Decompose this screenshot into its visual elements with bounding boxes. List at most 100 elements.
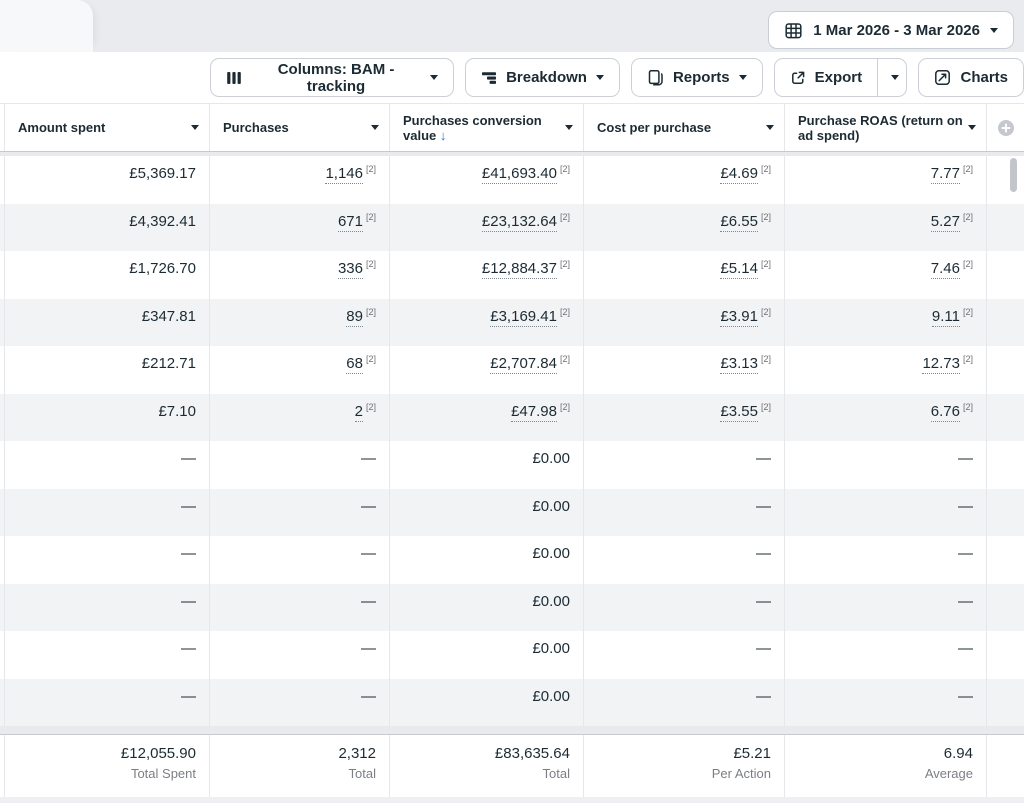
metric-value: £7.10 xyxy=(158,402,196,420)
export-button[interactable]: Export xyxy=(775,59,878,96)
row-edge-spacer xyxy=(0,441,5,489)
cell-edge xyxy=(987,489,1024,537)
columns-button[interactable]: Columns: BAM - tracking xyxy=(210,58,455,97)
footnote-badge: [2] xyxy=(365,354,376,364)
table-row: — — £0.00 — — xyxy=(0,678,1024,727)
column-header-purchase-roas[interactable]: Purchase ROAS (return on ad spend) xyxy=(785,104,987,151)
column-header-purchases[interactable]: Purchases xyxy=(210,104,390,151)
cell-cost-per-purchase: — xyxy=(584,488,785,536)
metric-value: — xyxy=(958,592,973,610)
footnote-badge: [2] xyxy=(760,211,771,222)
cell-purchases-conversion-value: £0.00 xyxy=(390,583,584,631)
cell-purchases: 1,146 [2] xyxy=(210,156,390,204)
metric-value: 7.46 xyxy=(930,260,960,279)
table-row: — — £0.00 — — xyxy=(0,488,1024,537)
total-cost-per-purchase: £5.21 Per Action xyxy=(584,735,785,797)
footnote-badge: [2] xyxy=(962,401,973,412)
row-edge-spacer xyxy=(0,251,5,299)
totals-row: £12,055.90 Total Spent 2,312 Total £83,635.6… xyxy=(0,734,1024,797)
cell-amount-spent: £5,369.17 xyxy=(5,156,210,204)
export-menu-button[interactable] xyxy=(877,59,906,96)
footnote-badge: [2] xyxy=(365,401,376,412)
breakdown-button[interactable]: Breakdown xyxy=(465,58,620,97)
column-header-purchases-conversion-value[interactable]: Purchases conversion value ↓ xyxy=(390,104,584,151)
reports-button[interactable]: Reports xyxy=(630,58,763,97)
metric-value: £0.00 xyxy=(532,497,570,515)
plus-circle-icon xyxy=(997,119,1014,136)
table-row: £7.10 2 [2] £47.98 [2] £3.55 [2] 6.76 [2] xyxy=(0,393,1024,441)
metric-value: — xyxy=(361,687,376,705)
breakdown-button-label: Breakdown xyxy=(506,69,587,86)
column-menu-caret-icon xyxy=(191,125,199,130)
column-header-amount-spent[interactable]: Amount spent xyxy=(5,104,210,151)
column-header-cost-per-purchase[interactable]: Cost per purchase xyxy=(584,104,785,151)
metric-value: — xyxy=(361,545,376,562)
cell-amount-spent: — xyxy=(5,631,210,679)
metric-value: £5,369.17 xyxy=(129,165,196,182)
cell-purchases: — xyxy=(210,583,390,631)
table-row: — — £0.00 — — xyxy=(0,583,1024,631)
cell-purchases: — xyxy=(210,441,390,489)
vertical-scrollbar-thumb[interactable] xyxy=(1010,158,1017,192)
metric-value: £41,693.40 xyxy=(481,165,557,184)
metric-value: 5.27 xyxy=(930,212,960,232)
table-row: £1,726.70 336 [2] £12,884.37 [2] £5.14 [2] 7.46… xyxy=(0,251,1024,299)
cell-cost-per-purchase: £4.69 [2] xyxy=(584,156,785,204)
total-value: £12,055.90 xyxy=(120,745,196,762)
metric-value: 1,146 xyxy=(325,165,363,184)
column-header-label: Purchases conversion value ↓ xyxy=(403,112,542,143)
metric-value: £212.71 xyxy=(141,355,196,372)
chevron-down-icon xyxy=(990,27,998,33)
cell-purchases-conversion-value: £0.00 xyxy=(390,631,584,679)
cell-edge xyxy=(987,156,1024,204)
cell-edge xyxy=(987,536,1024,584)
cell-purchase-roas: 12.73 [2] xyxy=(785,346,987,394)
charts-button-label: Charts xyxy=(960,69,1008,86)
row-edge-spacer xyxy=(0,346,5,394)
column-header-label: Amount spent xyxy=(18,120,106,135)
metric-value: £0.00 xyxy=(532,450,570,467)
cell-amount-spent: — xyxy=(5,441,210,489)
footnote-badge: [2] xyxy=(962,306,973,317)
footnote-badge: [2] xyxy=(365,211,376,222)
cell-cost-per-purchase: — xyxy=(584,631,785,679)
metric-value: — xyxy=(181,687,196,705)
date-range-button[interactable]: 1 Mar 2026 - 3 Mar 2026 xyxy=(768,11,1014,49)
row-edge-spacer xyxy=(0,678,5,726)
top-strip: 1 Mar 2026 - 3 Mar 2026 xyxy=(0,0,1024,52)
footnote-badge: [2] xyxy=(559,401,570,412)
footnote-badge: [2] xyxy=(962,164,973,174)
add-column-button[interactable] xyxy=(987,104,1024,151)
columns-icon xyxy=(226,70,242,86)
tab-fragment[interactable] xyxy=(0,0,93,52)
row-edge-spacer xyxy=(0,536,5,584)
cell-purchase-roas: — xyxy=(785,631,987,679)
metric-value: 6.76 xyxy=(930,402,960,422)
cell-cost-per-purchase: £3.13 [2] xyxy=(584,346,785,394)
metric-value: £0.00 xyxy=(532,545,570,562)
cell-cost-per-purchase: — xyxy=(584,441,785,489)
table-row: — — £0.00 — — xyxy=(0,536,1024,584)
metric-value: — xyxy=(756,592,771,610)
table-row: — — £0.00 — — xyxy=(0,441,1024,489)
cell-purchases: 68 [2] xyxy=(210,346,390,394)
cell-purchase-roas: 7.77 [2] xyxy=(785,156,987,204)
reports-button-label: Reports xyxy=(672,69,730,86)
row-edge-spacer xyxy=(0,203,5,251)
cell-cost-per-purchase: — xyxy=(584,678,785,726)
metric-value: — xyxy=(181,592,196,610)
metric-value: £3,169.41 xyxy=(490,307,557,327)
cell-amount-spent: £347.81 xyxy=(5,298,210,346)
metric-value: 671 xyxy=(337,212,363,232)
footnote-badge: [2] xyxy=(760,164,771,174)
charts-button[interactable]: Charts xyxy=(918,58,1024,97)
metric-value: — xyxy=(361,450,376,467)
metric-value: — xyxy=(756,687,771,705)
cell-edge xyxy=(987,679,1024,727)
column-menu-caret-icon xyxy=(371,125,379,130)
table-row: £4,392.41 671 [2] £23,132.64 [2] £6.55 [2] 5.27… xyxy=(0,203,1024,251)
column-header-label: Purchases xyxy=(223,120,289,135)
cell-purchases: — xyxy=(210,678,390,726)
row-edge-spacer xyxy=(0,393,5,441)
cell-cost-per-purchase: £6.55 [2] xyxy=(584,203,785,251)
